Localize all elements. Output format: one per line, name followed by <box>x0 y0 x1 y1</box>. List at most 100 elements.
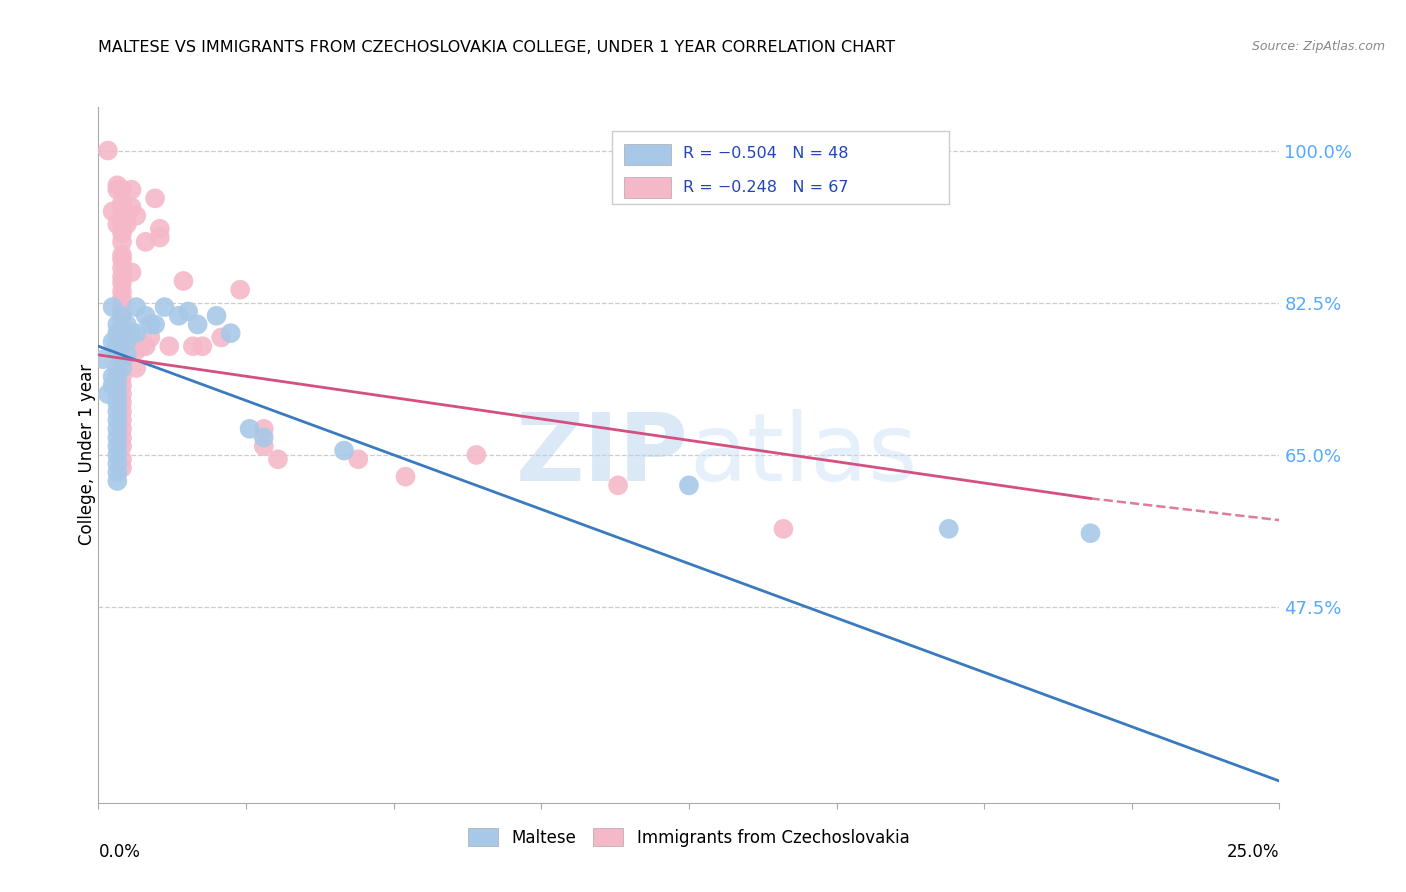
Point <box>121 265 143 279</box>
Point <box>111 183 134 197</box>
Point <box>115 348 138 362</box>
Point <box>129 339 152 353</box>
Point <box>111 326 134 341</box>
Point <box>105 318 128 332</box>
Point <box>253 430 276 444</box>
Point <box>97 144 120 158</box>
Point <box>105 361 128 376</box>
Point <box>1080 526 1102 541</box>
Point <box>125 326 148 341</box>
Point <box>229 283 252 297</box>
Point <box>111 285 134 299</box>
Point <box>111 343 134 358</box>
Point <box>111 209 134 223</box>
Point <box>105 396 128 410</box>
Point <box>101 378 124 392</box>
Point <box>105 343 128 358</box>
Point <box>267 452 290 467</box>
Point <box>105 474 128 488</box>
Point <box>111 226 134 240</box>
Point <box>125 300 148 314</box>
Text: 0.0%: 0.0% <box>98 843 141 861</box>
Point <box>111 413 134 427</box>
Point <box>105 448 128 462</box>
Point <box>111 260 134 275</box>
Point <box>135 309 157 323</box>
Point <box>105 183 128 197</box>
Point <box>105 218 128 232</box>
Point <box>105 178 128 193</box>
Point <box>125 343 148 358</box>
Point <box>111 378 134 392</box>
Point <box>111 361 134 376</box>
Point <box>111 269 134 284</box>
Point <box>111 318 134 332</box>
Point <box>115 318 138 332</box>
Point <box>101 204 124 219</box>
Point <box>111 396 134 410</box>
Text: 25.0%: 25.0% <box>1227 843 1279 861</box>
Point <box>111 195 134 210</box>
Point <box>111 452 134 467</box>
Point <box>105 378 128 392</box>
Point <box>143 318 166 332</box>
Point <box>139 330 162 344</box>
Point <box>111 404 134 418</box>
Point <box>111 235 134 249</box>
Point <box>111 461 134 475</box>
Point <box>111 309 134 323</box>
Point <box>394 469 416 483</box>
Bar <box>624 144 671 165</box>
Point <box>187 318 209 332</box>
Point <box>143 191 166 205</box>
Point <box>253 439 276 453</box>
Text: ZIP: ZIP <box>516 409 689 501</box>
Point <box>607 478 630 492</box>
Point <box>191 339 214 353</box>
Point <box>105 404 128 418</box>
Point <box>105 387 128 401</box>
Point <box>167 309 190 323</box>
Point <box>253 422 276 436</box>
Point <box>91 352 114 367</box>
Point <box>105 466 128 480</box>
Text: MALTESE VS IMMIGRANTS FROM CZECHOSLOVAKIA COLLEGE, UNDER 1 YEAR CORRELATION CHAR: MALTESE VS IMMIGRANTS FROM CZECHOSLOVAKI… <box>98 40 896 55</box>
Point <box>157 339 180 353</box>
Point <box>111 430 134 444</box>
Point <box>172 274 194 288</box>
Point <box>149 222 172 236</box>
Point <box>465 448 488 462</box>
Point <box>105 457 128 471</box>
Point <box>125 209 148 223</box>
Point <box>111 369 134 384</box>
Point <box>111 352 134 367</box>
Point <box>121 183 143 197</box>
Point <box>153 300 176 314</box>
Point <box>111 326 134 341</box>
Y-axis label: College, Under 1 year: College, Under 1 year <box>79 364 96 546</box>
Point <box>125 361 148 376</box>
Text: Source: ZipAtlas.com: Source: ZipAtlas.com <box>1251 40 1385 54</box>
Point <box>111 200 134 214</box>
Point <box>139 318 162 332</box>
Point <box>115 209 138 223</box>
Point <box>772 522 794 536</box>
Point <box>678 478 700 492</box>
Point <box>101 300 124 314</box>
Point <box>347 452 370 467</box>
Point <box>177 304 200 318</box>
Point <box>938 522 960 536</box>
Point <box>101 334 124 349</box>
Point <box>111 248 134 262</box>
Point <box>105 326 128 341</box>
Point <box>115 334 138 349</box>
Point <box>111 218 134 232</box>
Bar <box>624 178 671 198</box>
Point <box>333 443 356 458</box>
Text: R = −0.504   N = 48: R = −0.504 N = 48 <box>683 146 849 161</box>
Point <box>111 291 134 305</box>
FancyBboxPatch shape <box>612 131 949 204</box>
Point <box>209 330 232 344</box>
Point <box>219 326 242 341</box>
Point <box>105 369 128 384</box>
